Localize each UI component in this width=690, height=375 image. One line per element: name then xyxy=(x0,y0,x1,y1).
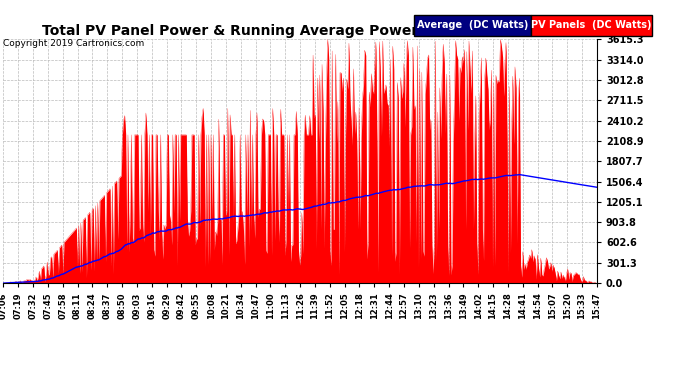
Text: Copyright 2019 Cartronics.com: Copyright 2019 Cartronics.com xyxy=(3,39,145,48)
Title: Total PV Panel Power & Running Average Power Tue Nov 26 15:49: Total PV Panel Power & Running Average P… xyxy=(41,24,559,38)
Text: PV Panels  (DC Watts): PV Panels (DC Watts) xyxy=(531,20,652,30)
Text: Average  (DC Watts): Average (DC Watts) xyxy=(417,20,529,30)
